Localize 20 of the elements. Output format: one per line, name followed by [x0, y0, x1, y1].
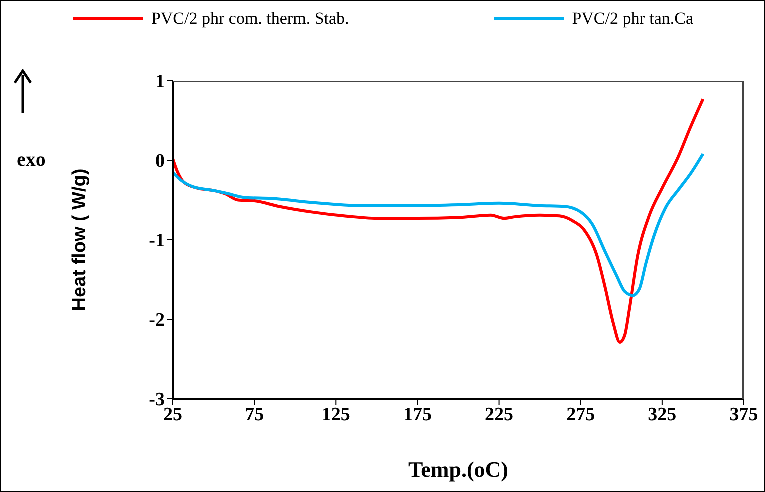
x-tick-label: 125: [322, 404, 350, 426]
x-tick-label: 275: [566, 404, 596, 426]
x-tick-label: 25: [164, 404, 182, 426]
y-tick-label: 1: [156, 72, 165, 93]
legend-label: PVC/2 phr tan.Ca: [572, 9, 694, 29]
y-tick-label: -2: [149, 310, 165, 332]
y-tick-label: -3: [149, 390, 165, 411]
y-tick-label: -1: [149, 230, 165, 252]
x-tick-label: 225: [485, 404, 514, 426]
line-series: [173, 98, 705, 344]
legend-label: PVC/2 phr com. therm. Stab.: [151, 9, 350, 29]
line-series: [173, 152, 705, 298]
x-tick-label: 375: [730, 404, 758, 426]
x-axis-title: Temp.(oC): [408, 457, 509, 482]
x-tick-label: 175: [403, 404, 432, 426]
y-axis-title: Heat flow ( W/g): [70, 168, 91, 312]
y-tick-label: 0: [156, 151, 165, 172]
text: exo: [17, 149, 46, 172]
x-tick-label: 325: [648, 404, 677, 426]
x-tick-label: 75: [245, 404, 264, 426]
